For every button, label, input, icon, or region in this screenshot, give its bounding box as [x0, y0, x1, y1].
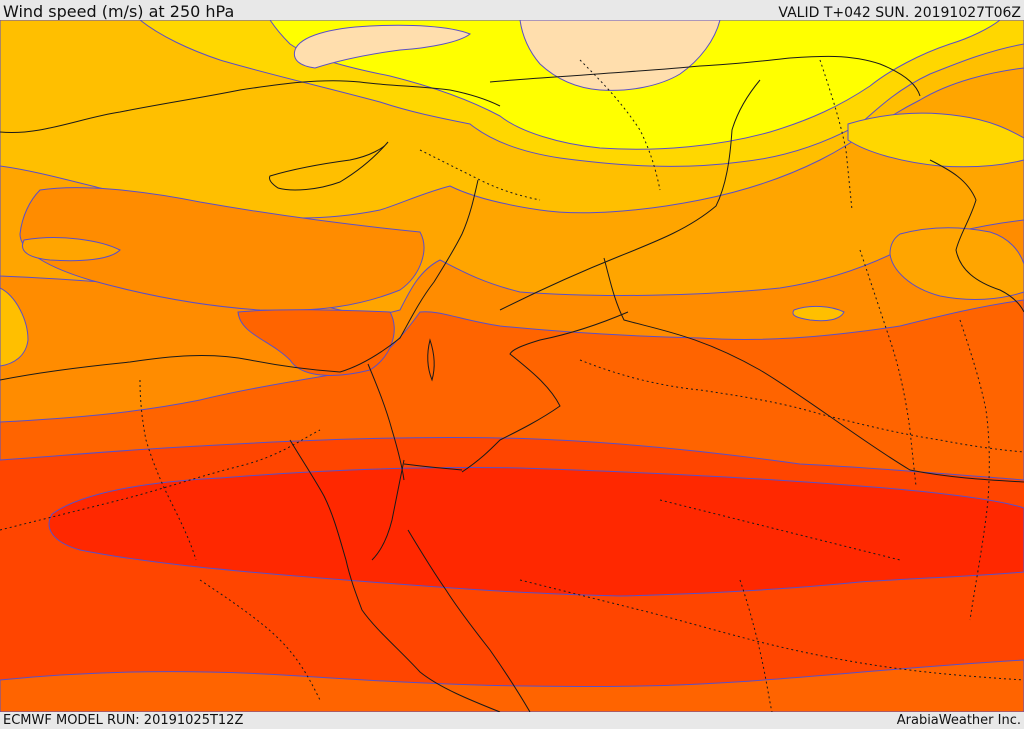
jordan-saudi-border	[499, 79, 761, 311]
dead-sea	[427, 338, 435, 382]
fill-lobe-left-inner	[22, 237, 121, 262]
red-sea-gulf-east	[371, 459, 405, 561]
cyprus	[269, 141, 389, 191]
jordan-saudi-south	[461, 311, 629, 473]
dotted-border-6	[959, 319, 990, 621]
map-title: Wind speed (m/s) at 250 hPa	[3, 2, 235, 21]
fill-jet-core	[48, 466, 1024, 597]
coastlines	[0, 80, 1024, 712]
syria-iraq-border	[489, 57, 791, 83]
model-run: ECMWF MODEL RUN: 20191025T12Z	[3, 713, 244, 728]
red-sea-east-coast	[407, 529, 531, 712]
dotted-border-5	[859, 249, 917, 487]
red-sea-gulf-west	[289, 439, 501, 712]
fill-band-dead-small	[293, 24, 471, 69]
fill-lobe-west-yellow	[0, 287, 29, 367]
dotted-border-2	[139, 379, 197, 561]
header-bar: Wind speed (m/s) at 250 hPa VALID T+042 …	[0, 0, 1024, 21]
gulf-east-coast	[929, 159, 1024, 313]
dotted-border-1	[0, 429, 321, 531]
dotted-border-7	[579, 59, 661, 191]
borders-solid	[367, 55, 1024, 483]
wind-speed-map	[0, 20, 1024, 712]
fill-lobe-east	[889, 227, 1024, 300]
fill-patch-6400	[237, 309, 395, 376]
fill-lobe-east-2	[792, 305, 845, 322]
turkey-iraq-border	[789, 55, 921, 97]
anatolia-coast	[0, 80, 501, 134]
dotted-border-3	[579, 359, 1024, 453]
borders-dotted	[0, 59, 1024, 712]
egypt-saudi-line	[403, 463, 463, 471]
mediterranean-coast	[0, 179, 479, 381]
fill-lobe-ne	[847, 112, 1024, 168]
dotted-border-9	[419, 149, 541, 201]
fill-band-dead	[519, 20, 721, 91]
valid-time: VALID T+042 SUN. 20191027T06Z	[778, 5, 1021, 21]
map-canvas	[0, 20, 1024, 712]
credit: ArabiaWeather Inc.	[896, 713, 1021, 728]
footer-bar: ECMWF MODEL RUN: 20191025T12Z ArabiaWeat…	[0, 712, 1024, 729]
dotted-border-12	[739, 579, 773, 712]
dotted-border-8	[819, 59, 853, 211]
egypt-israel-border	[367, 363, 405, 481]
dotted-border-11	[199, 579, 321, 701]
